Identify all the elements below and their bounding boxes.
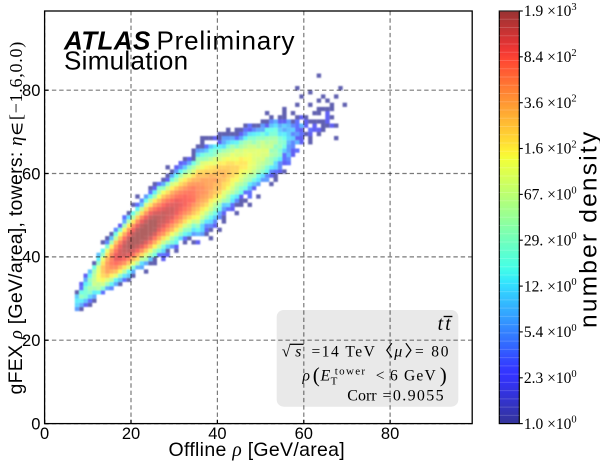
svg-text:80: 80 bbox=[381, 425, 399, 443]
svg-text:6 GeV: 6 GeV bbox=[390, 367, 437, 384]
svg-text:μ: μ bbox=[393, 343, 402, 360]
svg-text:1.0 ×100: 1.0 ×100 bbox=[524, 415, 577, 433]
svg-text:67. ×100: 67. ×100 bbox=[524, 185, 577, 203]
svg-text:[−1.6,0.0): [−1.6,0.0) bbox=[6, 41, 27, 120]
svg-text:80: 80 bbox=[22, 82, 40, 100]
svg-text:(: ( bbox=[313, 363, 320, 387]
svg-text:T: T bbox=[331, 375, 338, 387]
svg-text:60: 60 bbox=[22, 165, 40, 183]
svg-text:tower: tower bbox=[335, 366, 367, 378]
svg-text:Preliminary: Preliminary bbox=[157, 26, 296, 56]
svg-text:20: 20 bbox=[22, 332, 40, 350]
svg-text:Simulation: Simulation bbox=[64, 46, 188, 76]
svg-text:t: t bbox=[438, 314, 444, 335]
svg-text:ATLAS: ATLAS bbox=[63, 26, 151, 56]
svg-text:): ) bbox=[440, 363, 447, 387]
svg-text:E: E bbox=[320, 367, 331, 384]
svg-text:5.4 ×100: 5.4 ×100 bbox=[524, 323, 577, 341]
svg-text:8.4 ×102: 8.4 ×102 bbox=[524, 48, 577, 66]
svg-text:= 80: = 80 bbox=[415, 343, 450, 360]
svg-text:Offline ρ [GeV/area]: Offline ρ [GeV/area] bbox=[169, 439, 346, 461]
svg-text:gFEX ρ [GeV/area], towers: η: gFEX ρ [GeV/area], towers: η bbox=[5, 136, 27, 394]
svg-text:s: s bbox=[295, 343, 301, 360]
svg-text:1.9 ×103: 1.9 ×103 bbox=[524, 2, 577, 20]
svg-text:<: < bbox=[376, 367, 385, 384]
svg-text:29. ×100: 29. ×100 bbox=[524, 231, 577, 249]
svg-text:60: 60 bbox=[295, 425, 313, 443]
svg-text:0: 0 bbox=[40, 425, 49, 443]
svg-text:20: 20 bbox=[122, 425, 140, 443]
svg-text:40: 40 bbox=[208, 425, 226, 443]
svg-text:Corr: Corr bbox=[347, 388, 377, 405]
svg-text:√: √ bbox=[282, 343, 291, 360]
svg-text:number density: number density bbox=[576, 130, 600, 328]
svg-text:0: 0 bbox=[31, 415, 40, 433]
svg-text:12. ×100: 12. ×100 bbox=[524, 277, 577, 295]
svg-text:t: t bbox=[445, 314, 451, 335]
svg-text:=0.9055: =0.9055 bbox=[383, 388, 445, 405]
svg-text:=14 TeV: =14 TeV bbox=[312, 343, 377, 360]
svg-text:ρ: ρ bbox=[302, 367, 310, 384]
svg-text:40: 40 bbox=[22, 249, 40, 267]
svg-text:2.3 ×100: 2.3 ×100 bbox=[524, 369, 577, 387]
svg-text:3.6 ×102: 3.6 ×102 bbox=[524, 94, 577, 112]
svg-text:1.6 ×102: 1.6 ×102 bbox=[524, 140, 577, 158]
